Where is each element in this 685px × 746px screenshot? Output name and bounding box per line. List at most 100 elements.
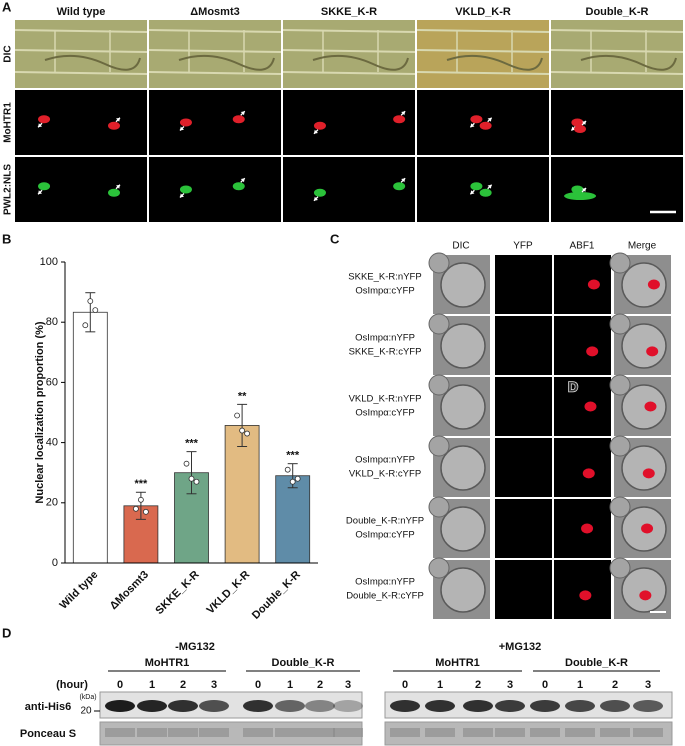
fluorescent-spot xyxy=(586,346,599,357)
data-point xyxy=(183,460,190,467)
cell xyxy=(440,262,486,308)
data-point xyxy=(239,427,246,434)
column-header: Merge xyxy=(628,241,657,252)
row-label: Double_K-R:nYFP xyxy=(346,516,424,527)
condition-label: +MG132 xyxy=(499,641,542,653)
blot-label: anti-His6 xyxy=(25,701,71,713)
row-label: SKKE_K-R:cYFP xyxy=(349,347,422,358)
panel-label: D xyxy=(2,625,11,640)
y-tick-label: 40 xyxy=(46,437,58,449)
fluorescent-spot xyxy=(581,523,594,534)
ponceau-band xyxy=(137,728,167,737)
micrograph xyxy=(495,499,552,558)
cell xyxy=(609,374,631,396)
group-label: Double_K-R xyxy=(272,657,335,669)
hour-label: 1 xyxy=(149,679,155,691)
ponceau-band xyxy=(243,728,273,737)
fluorescent-spot xyxy=(647,279,660,290)
fluorescent-spot xyxy=(108,121,120,130)
y-tick-label: 60 xyxy=(46,376,58,388)
hour-label: 2 xyxy=(317,679,323,691)
arrowhead xyxy=(38,190,43,195)
arrowhead xyxy=(116,117,120,122)
fluorescent-spot xyxy=(564,192,597,200)
cell xyxy=(609,313,631,335)
arrowhead xyxy=(487,117,492,122)
row-label: OsImpα:cYFP xyxy=(355,408,414,419)
kda-label: (kDa) xyxy=(79,694,96,701)
cell-wall xyxy=(14,49,148,53)
arrowhead xyxy=(582,121,587,125)
significance: *** xyxy=(286,450,300,462)
fluorescence-image xyxy=(551,90,683,155)
fluorescence-image xyxy=(15,157,147,222)
fluorescent-spot xyxy=(313,121,326,130)
fluorescent-spot xyxy=(587,279,600,290)
row-label: OsImpα:nYFP xyxy=(355,455,415,466)
micrograph xyxy=(495,255,552,314)
hour-label: 2 xyxy=(475,679,481,691)
fluorescent-spot xyxy=(479,121,492,130)
cell-wall xyxy=(550,71,684,75)
hour-label: 1 xyxy=(287,679,293,691)
fluorescent-spot xyxy=(232,182,245,191)
fluorescent-spot xyxy=(479,188,492,197)
band xyxy=(243,700,273,712)
fluorescent-spot xyxy=(584,401,597,412)
ponceau-band xyxy=(275,728,305,737)
data-point xyxy=(244,430,251,437)
bar xyxy=(275,475,311,564)
fluorescent-spot xyxy=(108,188,120,197)
band xyxy=(137,700,167,712)
fluorescent-spot xyxy=(582,468,595,479)
data-point xyxy=(289,478,296,485)
ponceau-band xyxy=(600,728,630,737)
bar xyxy=(72,311,108,564)
group-label: MoHTR1 xyxy=(145,657,190,669)
arrowhead xyxy=(582,188,587,192)
cell xyxy=(609,252,631,274)
ponceau-band xyxy=(530,728,560,737)
band xyxy=(199,700,229,712)
cell-wall xyxy=(550,49,684,53)
row-label: VKLD_K-R:cYFP xyxy=(349,469,421,480)
hour-label: 2 xyxy=(612,679,618,691)
ponceau-band xyxy=(463,728,493,737)
ponceau-band xyxy=(105,728,135,737)
fluorescent-spot xyxy=(38,115,51,124)
fluorescent-spot xyxy=(470,115,483,124)
micrograph xyxy=(495,316,552,375)
band xyxy=(633,700,663,712)
band xyxy=(600,700,630,712)
y-tick-label: 80 xyxy=(46,316,58,328)
arrowhead xyxy=(179,193,184,198)
ponceau-band xyxy=(495,728,525,737)
band xyxy=(168,700,198,712)
fluorescent-spot xyxy=(38,182,51,191)
arrowhead xyxy=(401,178,406,183)
data-point xyxy=(137,496,144,503)
hour-label: 3 xyxy=(507,679,513,691)
cell xyxy=(621,384,667,430)
band xyxy=(495,700,525,712)
hour-label: 0 xyxy=(402,679,408,691)
cell xyxy=(440,506,486,552)
fluorescent-spot xyxy=(393,182,406,191)
micrograph xyxy=(495,438,552,497)
significance: *** xyxy=(134,478,148,490)
arrowhead xyxy=(240,111,245,116)
cell xyxy=(428,252,450,274)
row-label: OsImpα:cYFP xyxy=(355,286,414,297)
cell xyxy=(440,384,486,430)
data-point xyxy=(294,475,301,482)
hour-label: 1 xyxy=(577,679,583,691)
y-tick-label: 20 xyxy=(46,497,58,509)
column-header: YFP xyxy=(513,241,533,252)
hypha xyxy=(44,54,141,71)
hour-label: 2 xyxy=(180,679,186,691)
row-label: OsImpα:nYFP xyxy=(355,577,415,588)
band xyxy=(390,700,420,712)
fluorescent-spot xyxy=(641,523,654,534)
cell-wall xyxy=(148,71,282,75)
row-label: OsImpα:nYFP xyxy=(355,333,415,344)
